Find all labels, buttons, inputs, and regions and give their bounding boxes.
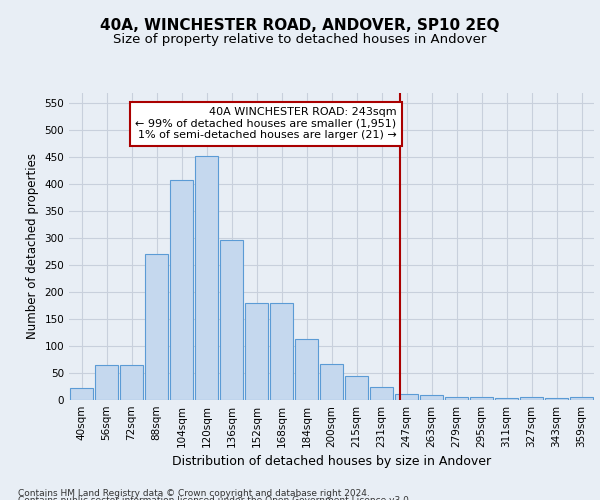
Bar	[370, 387, 394, 400]
Text: Contains public sector information licensed under the Open Government Licence v3: Contains public sector information licen…	[18, 496, 412, 500]
Text: 40A WINCHESTER ROAD: 243sqm
← 99% of detached houses are smaller (1,951)
1% of s: 40A WINCHESTER ROAD: 243sqm ← 99% of det…	[136, 107, 397, 140]
Text: 40A, WINCHESTER ROAD, ANDOVER, SP10 2EQ: 40A, WINCHESTER ROAD, ANDOVER, SP10 2EQ	[100, 18, 500, 32]
Bar	[145, 254, 169, 400]
Bar	[344, 376, 368, 400]
Bar	[70, 388, 94, 400]
Bar	[520, 398, 544, 400]
Bar	[220, 240, 244, 400]
Y-axis label: Number of detached properties: Number of detached properties	[26, 153, 39, 339]
Bar	[95, 365, 118, 400]
Bar	[194, 156, 218, 400]
Text: Contains HM Land Registry data © Crown copyright and database right 2024.: Contains HM Land Registry data © Crown c…	[18, 488, 370, 498]
Bar	[445, 397, 469, 400]
Bar	[269, 304, 293, 400]
Bar	[419, 394, 443, 400]
Bar	[295, 339, 319, 400]
Bar	[320, 364, 343, 400]
Bar	[170, 180, 193, 400]
Bar	[119, 365, 143, 400]
Bar	[569, 398, 593, 400]
Bar	[395, 394, 418, 400]
Text: Size of property relative to detached houses in Andover: Size of property relative to detached ho…	[113, 32, 487, 46]
Bar	[470, 398, 493, 400]
Bar	[545, 398, 568, 400]
Bar	[245, 304, 268, 400]
X-axis label: Distribution of detached houses by size in Andover: Distribution of detached houses by size …	[172, 456, 491, 468]
Bar	[494, 398, 518, 400]
